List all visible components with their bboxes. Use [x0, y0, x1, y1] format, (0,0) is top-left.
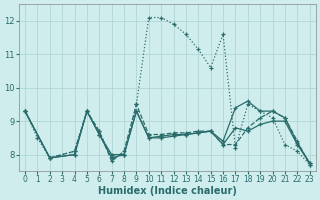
- X-axis label: Humidex (Indice chaleur): Humidex (Indice chaleur): [98, 186, 237, 196]
